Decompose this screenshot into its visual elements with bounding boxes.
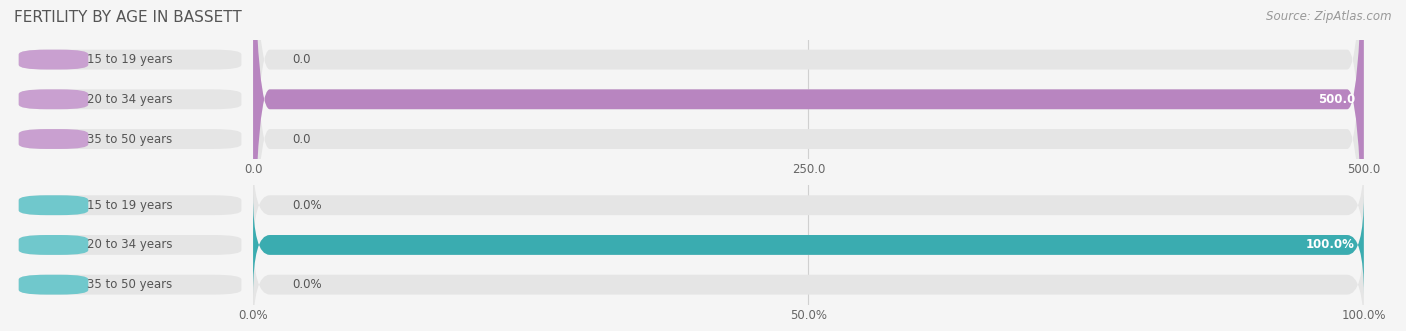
FancyBboxPatch shape: [18, 89, 89, 109]
FancyBboxPatch shape: [18, 195, 89, 215]
Text: 35 to 50 years: 35 to 50 years: [87, 132, 173, 146]
Text: 500.0: 500.0: [1317, 93, 1355, 106]
Text: 0.0%: 0.0%: [292, 199, 322, 212]
FancyBboxPatch shape: [18, 195, 242, 215]
Text: 0.0: 0.0: [292, 132, 311, 146]
Text: 20 to 34 years: 20 to 34 years: [87, 238, 173, 252]
Text: 20 to 34 years: 20 to 34 years: [87, 93, 173, 106]
FancyBboxPatch shape: [18, 275, 242, 295]
FancyBboxPatch shape: [18, 50, 89, 70]
FancyBboxPatch shape: [253, 235, 1364, 331]
FancyBboxPatch shape: [253, 156, 1364, 255]
Text: 35 to 50 years: 35 to 50 years: [87, 278, 173, 291]
FancyBboxPatch shape: [18, 89, 242, 109]
FancyBboxPatch shape: [253, 195, 1364, 295]
Text: FERTILITY BY AGE IN BASSETT: FERTILITY BY AGE IN BASSETT: [14, 10, 242, 25]
Text: 15 to 19 years: 15 to 19 years: [87, 199, 173, 212]
FancyBboxPatch shape: [18, 129, 89, 149]
FancyBboxPatch shape: [253, 0, 1364, 331]
FancyBboxPatch shape: [253, 0, 1364, 331]
Text: 100.0%: 100.0%: [1306, 238, 1355, 252]
FancyBboxPatch shape: [18, 50, 242, 70]
Text: 0.0%: 0.0%: [292, 278, 322, 291]
FancyBboxPatch shape: [18, 235, 89, 255]
Text: 15 to 19 years: 15 to 19 years: [87, 53, 173, 66]
Text: 0.0: 0.0: [292, 53, 311, 66]
FancyBboxPatch shape: [18, 235, 242, 255]
FancyBboxPatch shape: [18, 129, 242, 149]
FancyBboxPatch shape: [253, 195, 1364, 295]
FancyBboxPatch shape: [18, 275, 89, 295]
FancyBboxPatch shape: [253, 0, 1364, 331]
Text: Source: ZipAtlas.com: Source: ZipAtlas.com: [1267, 10, 1392, 23]
FancyBboxPatch shape: [253, 0, 1364, 331]
